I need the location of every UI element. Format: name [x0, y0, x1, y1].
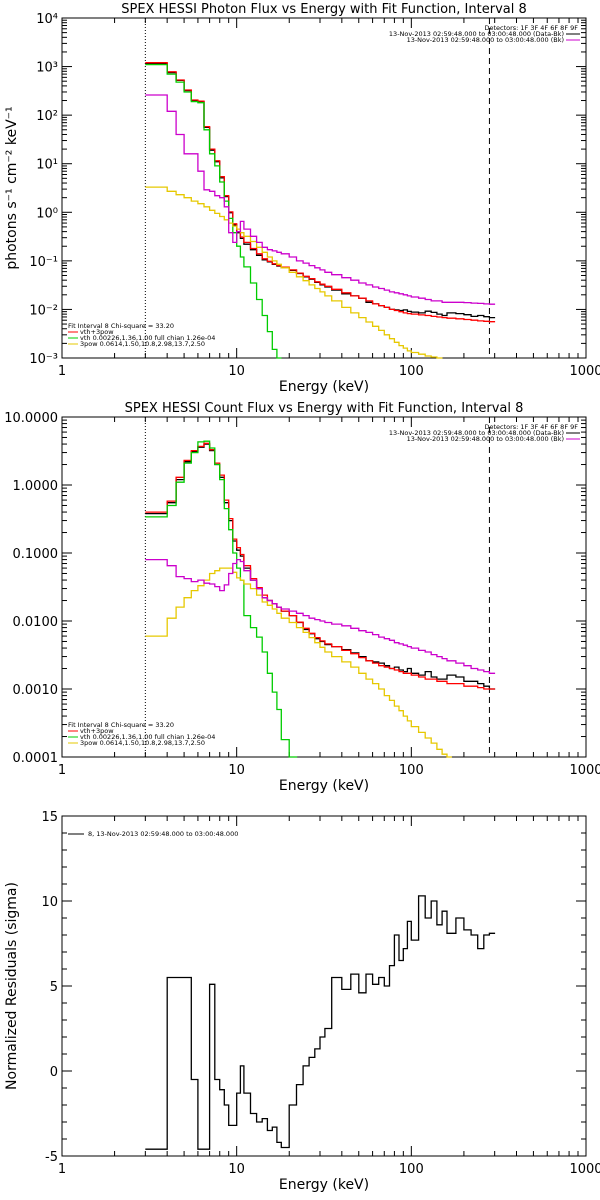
- series-line-4: [145, 558, 496, 674]
- x-tick-label: 1000: [569, 763, 600, 778]
- series-line-3: [145, 567, 452, 758]
- plot-frame: [61, 416, 587, 758]
- series-group: [145, 62, 496, 359]
- plot-frame: [61, 17, 587, 359]
- legend-top-text: Detectors: 1F 3F 4F 6F 8F 9F: [484, 423, 578, 431]
- x-tick-label: 1: [58, 763, 66, 778]
- y-tick-label: 10⁻³: [29, 352, 58, 367]
- x-axis-label: Energy (keV): [279, 1177, 369, 1193]
- y-tick-label: 10³: [36, 61, 58, 76]
- chart-title: SPEX HESSI Count Flux vs Energy with Fit…: [125, 401, 524, 416]
- y-tick-label: 0.0010: [13, 683, 59, 698]
- x-minor-ticks: [62, 815, 586, 1157]
- x-tick-label: 1000: [569, 364, 600, 379]
- y-tick-label: -5: [45, 1150, 58, 1165]
- series-line-2: [145, 63, 282, 359]
- x-tick-label: 10: [228, 763, 245, 778]
- legend-top-text: Detectors: 1F 3F 4F 6F 8F 9F: [484, 24, 578, 32]
- x-tick-label: 1: [58, 1162, 66, 1177]
- x-tick-label: 10: [228, 364, 245, 379]
- x-axis-label: Energy (keV): [279, 379, 369, 395]
- series-group: [145, 895, 496, 1150]
- series-group: [145, 440, 496, 758]
- legend-bottom-text: vth+3pow: [80, 727, 114, 735]
- plot-frame: [61, 815, 587, 1157]
- y-tick-label: 10⁻¹: [29, 255, 58, 270]
- y-tick-label: 15: [41, 810, 58, 825]
- y-tick-label: 10.0000: [4, 411, 58, 426]
- series-line-4: [145, 94, 496, 305]
- y-tick-label: 10: [41, 895, 58, 910]
- legend-bottom-text: vth+3pow: [80, 328, 114, 336]
- legend-top-text: 13-Nov-2013 02:59:48.000 to 03:00:48.000…: [389, 30, 564, 38]
- series-line-0: [145, 895, 496, 1150]
- y-tick-label: 1.0000: [13, 479, 59, 494]
- legend-top-text: 13-Nov-2013 02:59:48.000 to 03:00:48.000…: [407, 435, 564, 443]
- legend-bottom-text: 3pow 0.0614,1.50,10.8,2.98,13.7,2.50: [80, 340, 205, 348]
- y-tick-label: 10¹: [36, 158, 58, 173]
- x-minor-ticks: [62, 417, 586, 757]
- y-tick-label: 0: [50, 1065, 58, 1080]
- legend-bottom-text: 3pow 0.0614,1.50,10.8,2.98,13.7,2.50: [80, 739, 205, 747]
- chart-panel-1: SPEX HESSI Photon Flux vs Energy with Fi…: [4, 2, 600, 395]
- y-tick-label: 0.1000: [13, 547, 59, 562]
- y-axis-label: photons s⁻¹ cm⁻² keV⁻¹: [4, 106, 20, 269]
- legend-text: 8, 13-Nov-2013 02:59:48.000 to 03:00:48.…: [88, 830, 238, 838]
- legend-bottom-text: Fit Interval 8 Chi-square = 33.20: [68, 322, 174, 330]
- series-line-1: [145, 442, 496, 690]
- legend-bottom-text: vth 0.00226,1.36,1.00 full chian 1.26e-0…: [80, 334, 215, 342]
- x-tick-label: 1000: [569, 1162, 600, 1177]
- x-tick-label: 100: [399, 364, 424, 379]
- y-tick-label: 5: [50, 980, 58, 995]
- legend-bottom-text: vth 0.00226,1.36,1.00 full chian 1.26e-0…: [80, 733, 215, 741]
- legend-top-text: 13-Nov-2013 02:59:48.000 to 03:00:48.000…: [389, 429, 564, 437]
- x-tick-label: 10: [228, 1162, 245, 1177]
- y-tick-label: 10⁻²: [29, 303, 58, 318]
- y-tick-label: 10⁴: [36, 12, 58, 27]
- chart-panel-3: 1 10 100 1000 -5 0 5 10 15 Energy (keV) Normalized…: [4, 810, 600, 1193]
- legend-top-text: 13-Nov-2013 02:59:48.000 to 03:00:48.000…: [407, 36, 564, 44]
- y-axis-label: Normalized Residuals (sigma): [4, 882, 20, 1090]
- y-tick-label: 10⁰: [36, 206, 58, 221]
- series-line-2: [145, 440, 298, 758]
- y-tick-label: 0.0001: [13, 751, 59, 766]
- chart-title: SPEX HESSI Photon Flux vs Energy with Fi…: [121, 2, 527, 17]
- x-minor-ticks: [62, 18, 586, 358]
- y-tick-label: 10²: [36, 109, 58, 124]
- series-line-3: [145, 186, 443, 359]
- legend-bottom-text: Fit Interval 8 Chi-square = 33.20: [68, 721, 174, 729]
- x-tick-label: 100: [399, 1162, 424, 1177]
- x-axis-label: Energy (keV): [279, 778, 369, 794]
- chart-panel-2: SPEX HESSI Count Flux vs Energy with Fit…: [4, 401, 600, 794]
- x-tick-label: 100: [399, 763, 424, 778]
- y-tick-label: 0.0100: [13, 615, 59, 630]
- x-tick-label: 1: [58, 364, 66, 379]
- series-line-0: [145, 443, 496, 690]
